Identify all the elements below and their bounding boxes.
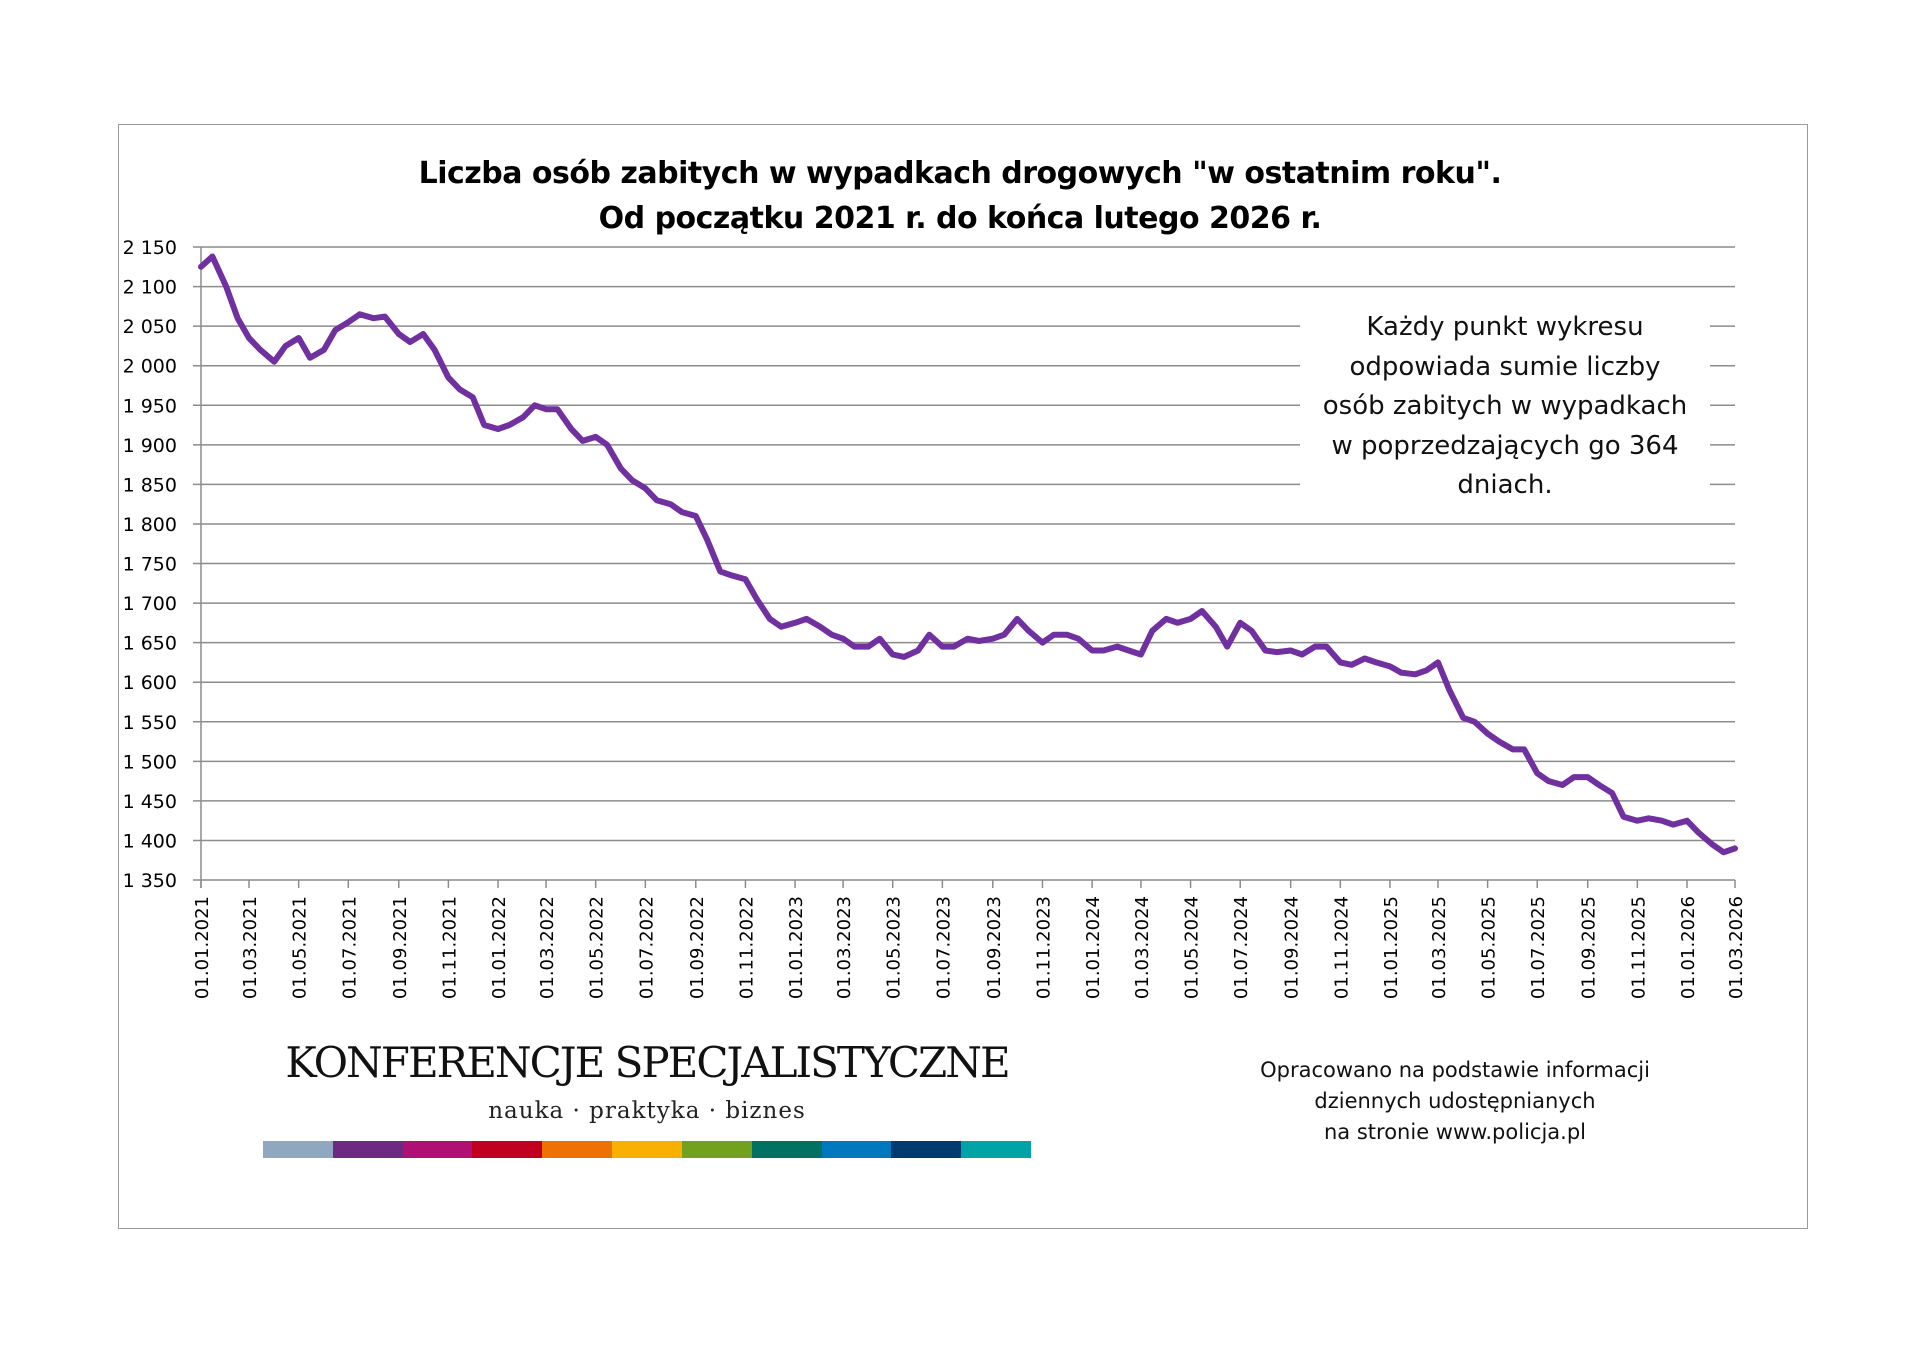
x-tick-label: 01.07.2023: [933, 896, 954, 999]
x-tick-label: 01.05.2025: [1479, 896, 1500, 999]
annotation-line: w poprzedzających go 364: [1331, 430, 1679, 461]
y-tick-label: 1 950: [123, 395, 177, 417]
y-tick-label: 1 450: [123, 791, 177, 813]
x-tick-label: 01.03.2026: [1726, 896, 1747, 999]
color-bar-segment: [472, 1141, 543, 1158]
x-tick-label: 01.07.2021: [339, 896, 360, 999]
color-bar-segment: [263, 1141, 333, 1158]
source-line: na stronie www.policja.pl: [1324, 1120, 1586, 1144]
source-line: Opracowano na podstawie informacji: [1260, 1058, 1650, 1082]
y-tick-label: 1 400: [123, 830, 177, 852]
x-tick-label: 01.01.2023: [786, 896, 807, 999]
x-tick-label: 01.09.2024: [1282, 896, 1303, 999]
y-tick-label: 1 850: [123, 474, 177, 496]
x-tick-label: 01.07.2022: [636, 896, 657, 999]
x-tick-label: 01.09.2022: [687, 896, 708, 999]
x-tick-label: 01.05.2022: [587, 896, 608, 999]
x-tick-label: 01.07.2025: [1528, 896, 1549, 999]
chart-title-line-2: Od początku 2021 r. do końca lutego 2026…: [598, 201, 1322, 236]
x-tick-label: 01.05.2023: [884, 896, 905, 999]
logo-color-bar: [263, 1141, 1031, 1158]
color-bar-segment: [612, 1141, 682, 1158]
color-bar-segment: [961, 1141, 1031, 1158]
x-tick-label: 01.09.2021: [390, 896, 411, 999]
y-tick-label: 2 000: [123, 356, 177, 378]
x-tick-label: 01.11.2023: [1033, 896, 1054, 999]
x-tick-label: 01.01.2024: [1083, 896, 1104, 999]
y-tick-label: 1 500: [123, 751, 177, 773]
color-bar-segment: [332, 1141, 403, 1158]
x-tick-label: 01.05.2024: [1182, 896, 1203, 999]
y-tick-label: 2 100: [123, 277, 177, 299]
color-bar-segment: [402, 1141, 473, 1158]
annotation-line: dniach.: [1457, 470, 1553, 500]
chart-frame: [118, 124, 1808, 1229]
x-tick-label: 01.09.2025: [1579, 896, 1600, 999]
x-tick-label: 01.05.2021: [290, 896, 311, 999]
y-tick-label: 1 350: [123, 870, 177, 892]
y-tick-label: 2 050: [123, 316, 177, 338]
x-tick-label: 01.09.2023: [984, 896, 1005, 999]
x-tick-label: 01.03.2023: [834, 896, 855, 999]
color-bar-segment: [542, 1141, 613, 1158]
logo-title: KONFERENCJE SPECJALISTYCZNE: [285, 1038, 1010, 1087]
x-tick-label: 01.11.2024: [1331, 896, 1352, 999]
x-tick-label: 01.03.2025: [1429, 896, 1450, 999]
y-tick-label: 2 150: [123, 237, 177, 259]
y-tick-label: 1 800: [123, 514, 177, 536]
x-tick-label: 01.03.2024: [1132, 896, 1153, 999]
y-tick-label: 1 550: [123, 712, 177, 734]
annotation-line: odpowiada sumie liczby: [1349, 351, 1661, 382]
x-tick-label: 01.01.2025: [1381, 896, 1402, 999]
y-tick-label: 1 700: [123, 593, 177, 615]
x-tick-label: 01.01.2022: [489, 896, 510, 999]
x-tick-label: 01.11.2022: [736, 896, 757, 999]
y-tick-label: 1 600: [123, 672, 177, 694]
x-tick-label: 01.11.2025: [1628, 896, 1649, 999]
x-tick-label: 01.03.2022: [537, 896, 558, 999]
x-tick-label: 01.01.2021: [192, 896, 213, 999]
y-tick-label: 1 900: [123, 435, 177, 457]
color-bar-segment: [821, 1141, 892, 1158]
annotation-line: osób zabitych w wypadkach: [1322, 391, 1688, 421]
chart-annotation: Każdy punkt wykresu odpowiada sumie licz…: [1300, 308, 1710, 506]
annotation-line: Każdy punkt wykresu: [1366, 312, 1644, 342]
color-bar-segment: [891, 1141, 962, 1158]
source-line: dziennych udostępnianych: [1314, 1089, 1596, 1113]
x-tick-label: 01.03.2021: [240, 896, 261, 999]
source-note: Opracowano na podstawie informacji dzien…: [1220, 1055, 1690, 1148]
x-tick-label: 01.01.2026: [1678, 896, 1699, 999]
y-tick-label: 1 650: [123, 633, 177, 655]
color-bar-segment: [751, 1141, 822, 1158]
y-tick-label: 1 750: [123, 554, 177, 576]
color-bar-segment: [681, 1141, 752, 1158]
x-tick-label: 01.07.2024: [1231, 896, 1252, 999]
x-tick-label: 01.11.2021: [439, 896, 460, 999]
logo-subtitle: nauka · praktyka · biznes: [488, 1098, 806, 1124]
chart-title-line-1: Liczba osób zabitych w wypadkach drogowy…: [418, 156, 1502, 191]
